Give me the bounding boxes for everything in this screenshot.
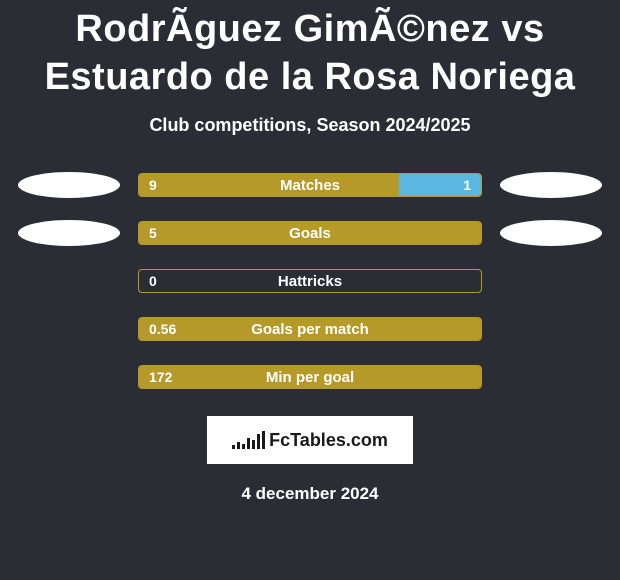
logo-text: FcTables.com	[269, 430, 388, 451]
player-left-pill	[18, 172, 120, 198]
stat-row: 91Matches	[10, 172, 610, 198]
stat-row: 172Min per goal	[10, 364, 610, 390]
stats-list: 91Matches 5Goals 0Hattricks 0.56Goals per m…	[0, 172, 620, 390]
stat-label: Min per goal	[139, 366, 481, 388]
stat-bar: 91Matches	[138, 173, 482, 197]
subtitle: Club competitions, Season 2024/2025	[0, 115, 620, 136]
stat-label: Matches	[139, 174, 481, 196]
player-left-pill	[18, 220, 120, 246]
stat-bar: 172Min per goal	[138, 365, 482, 389]
stat-row: 0.56Goals per match	[10, 316, 610, 342]
logo-bars-icon	[232, 431, 265, 449]
fctables-logo: FcTables.com	[207, 416, 413, 464]
player-right-pill	[500, 172, 602, 198]
stat-bar: 0Hattricks	[138, 269, 482, 293]
stat-bar: 5Goals	[138, 221, 482, 245]
page-title: RodrÃ­guez GimÃ©nez vs Estuardo de la Ro…	[30, 6, 590, 101]
stat-row: 5Goals	[10, 220, 610, 246]
stat-bar: 0.56Goals per match	[138, 317, 482, 341]
stat-label: Goals	[139, 222, 481, 244]
date-text: 4 december 2024	[0, 484, 620, 504]
stat-row: 0Hattricks	[10, 268, 610, 294]
stat-label: Goals per match	[139, 318, 481, 340]
stat-label: Hattricks	[139, 270, 481, 292]
player-right-pill	[500, 220, 602, 246]
comparison-card: RodrÃ­guez GimÃ©nez vs Estuardo de la Ro…	[0, 0, 620, 580]
